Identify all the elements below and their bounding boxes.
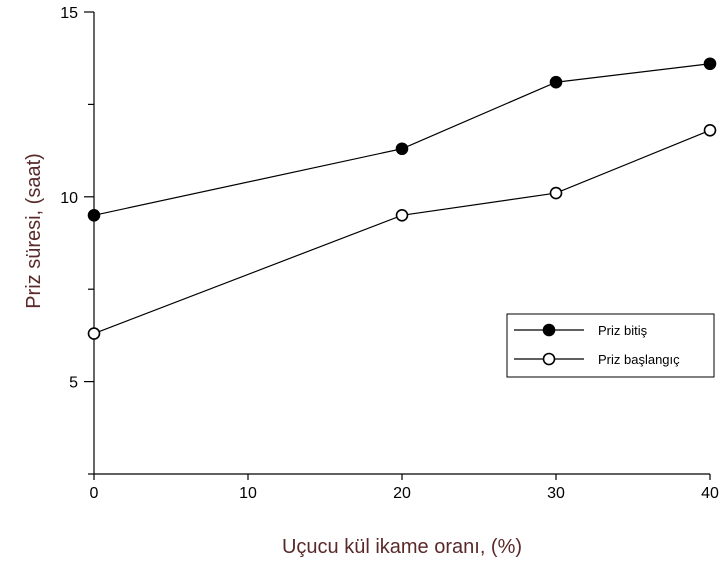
legend-marker bbox=[542, 323, 556, 337]
data-point bbox=[703, 57, 717, 71]
data-point bbox=[549, 75, 563, 89]
data-point bbox=[703, 123, 717, 137]
axes bbox=[93, 12, 710, 475]
series-layer bbox=[87, 57, 717, 340]
legend-label: Priz bitiş bbox=[598, 323, 648, 338]
x-tick-label: 10 bbox=[239, 485, 257, 502]
legend-box bbox=[506, 313, 715, 378]
data-point bbox=[87, 208, 101, 222]
legend-items: Priz bitiş Priz başlangıç bbox=[514, 323, 680, 367]
data-point bbox=[87, 327, 101, 340]
x-ticks: 0 10 20 30 40 bbox=[90, 474, 719, 502]
y-axis-title: Priz süresi, (saat) bbox=[23, 153, 45, 309]
data-point bbox=[549, 186, 563, 200]
x-tick-label: 30 bbox=[547, 485, 565, 502]
x-tick-label: 40 bbox=[701, 485, 719, 502]
legend-label: Priz başlangıç bbox=[598, 352, 680, 367]
data-point bbox=[395, 142, 409, 156]
legend-marker bbox=[542, 352, 556, 366]
x-tick-label: 20 bbox=[393, 485, 411, 502]
x-tick-label: 0 bbox=[90, 485, 99, 502]
y-tick-label: 10 bbox=[60, 190, 78, 207]
series-line-1 bbox=[93, 129, 711, 335]
series-line-0 bbox=[93, 63, 711, 216]
data-point bbox=[395, 208, 409, 222]
legend: Priz bitiş Priz başlangıç bbox=[506, 313, 715, 378]
y-tick-label: 5 bbox=[69, 375, 78, 392]
y-ticks: 5 10 15 bbox=[60, 5, 94, 475]
x-axis-title: Uçucu kül ikame oranı, (%) bbox=[282, 536, 522, 558]
y-tick-label: 15 bbox=[60, 5, 78, 22]
